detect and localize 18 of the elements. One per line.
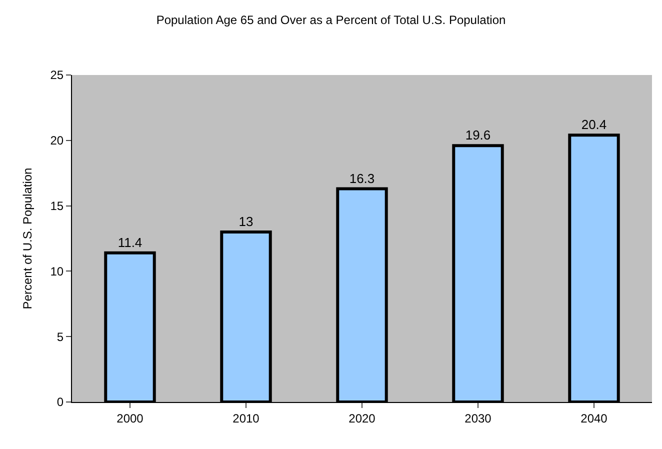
y-tick-label: 0 [56,395,64,410]
x-tick-label: 2030 [464,411,492,426]
y-tick-label: 5 [56,330,64,344]
x-tick-label: 2020 [348,411,376,426]
data-label: 19.6 [465,128,491,143]
chart-title: Population Age 65 and Over as a Percent of Total U.S. Population [156,13,506,28]
y-tick-label: 15 [50,199,64,213]
data-label: 16.3 [349,170,375,186]
x-tick-label: 2000 [116,411,144,426]
y-axis-title: Percent of U.S. Population [20,168,35,310]
data-label: 20.4 [581,117,607,132]
x-tick-label: 2010 [232,411,260,426]
y-tick-label: 25 [50,68,64,82]
y-tick-label: 10 [50,264,64,278]
data-label: 11.4 [118,234,142,250]
x-tick-label: 2040 [580,411,608,426]
data-label: 13 [238,214,254,229]
y-tick-label: 20 [50,134,64,148]
